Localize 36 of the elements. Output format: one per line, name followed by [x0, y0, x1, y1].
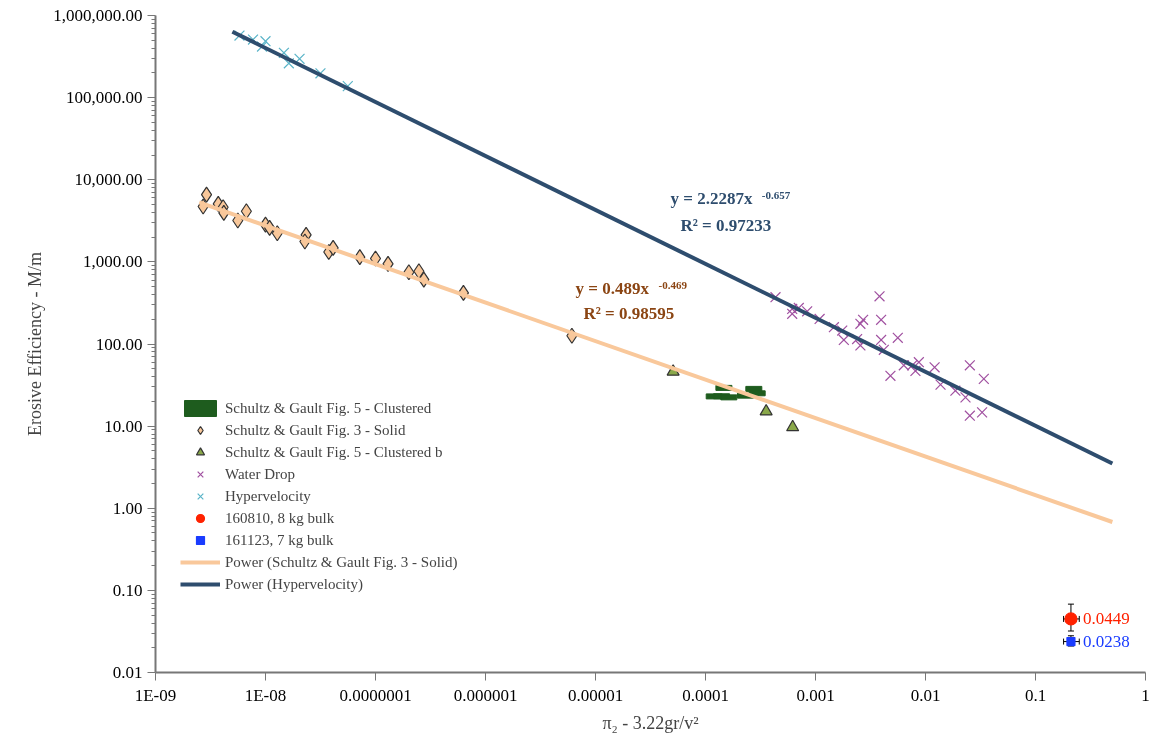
x-tick-label: 0.00001 [567, 685, 624, 705]
y-tick-label: 100,000.00 [66, 88, 143, 108]
annotation: R² = 0.98595 [583, 303, 675, 323]
y-axis-title: Erosive Efficiency - M/m [25, 251, 46, 437]
y-tick-label: 10.00 [104, 416, 143, 436]
x-tick-label: 0.0000001 [339, 685, 412, 705]
y-tick-label: 1,000,000.00 [53, 6, 143, 25]
x-tick-label: 0.0001 [682, 685, 729, 705]
x-axis-title: π₂ - 3.22gr/v² [602, 712, 699, 733]
y-tick-label: 10,000.00 [74, 170, 143, 190]
x-tick-label: 1 [1141, 685, 1150, 705]
legend-label: Water Drop [225, 465, 296, 483]
legend-label: 160810, 8 kg bulk [225, 509, 335, 527]
y-tick-label: 100.00 [95, 334, 143, 354]
y-tick-label: 0.10 [112, 580, 143, 600]
legend-label: Schultz & Gault Fig. 5 - Clustered b [225, 443, 443, 461]
x-tick-label: 0.01 [910, 685, 941, 705]
legend-label: Power (Hypervelocity) [225, 575, 363, 593]
x-tick-label: 0.001 [796, 685, 835, 705]
legend-label: Hypervelocity [225, 487, 311, 505]
y-tick-label: 1.00 [112, 498, 143, 518]
annotation: R² = 0.97233 [680, 215, 772, 235]
x-tick-label: 0.000001 [453, 685, 518, 705]
legend-label: Power (Schultz & Gault Fig. 3 - Solid) [225, 553, 458, 571]
x-tick-label: 0.1 [1024, 685, 1047, 705]
annotation: y = 0.489x-0.469 [575, 278, 688, 298]
data-label: 0.0449 [1082, 609, 1130, 629]
legend-label: 161123, 7 kg bulk [225, 531, 334, 549]
y-tick-label: 0.01 [112, 663, 143, 682]
x-tick-label: 1E-09 [134, 685, 177, 705]
annotation: y = 2.2287x-0.657 [670, 188, 791, 208]
legend-label: Schultz & Gault Fig. 3 - Solid [225, 421, 406, 439]
legend-label: Schultz & Gault Fig. 5 - Clustered [225, 399, 432, 417]
data-label: 0.0238 [1082, 632, 1130, 652]
x-tick-label: 1E-08 [244, 685, 287, 705]
y-tick-label: 1,000.00 [83, 252, 143, 272]
